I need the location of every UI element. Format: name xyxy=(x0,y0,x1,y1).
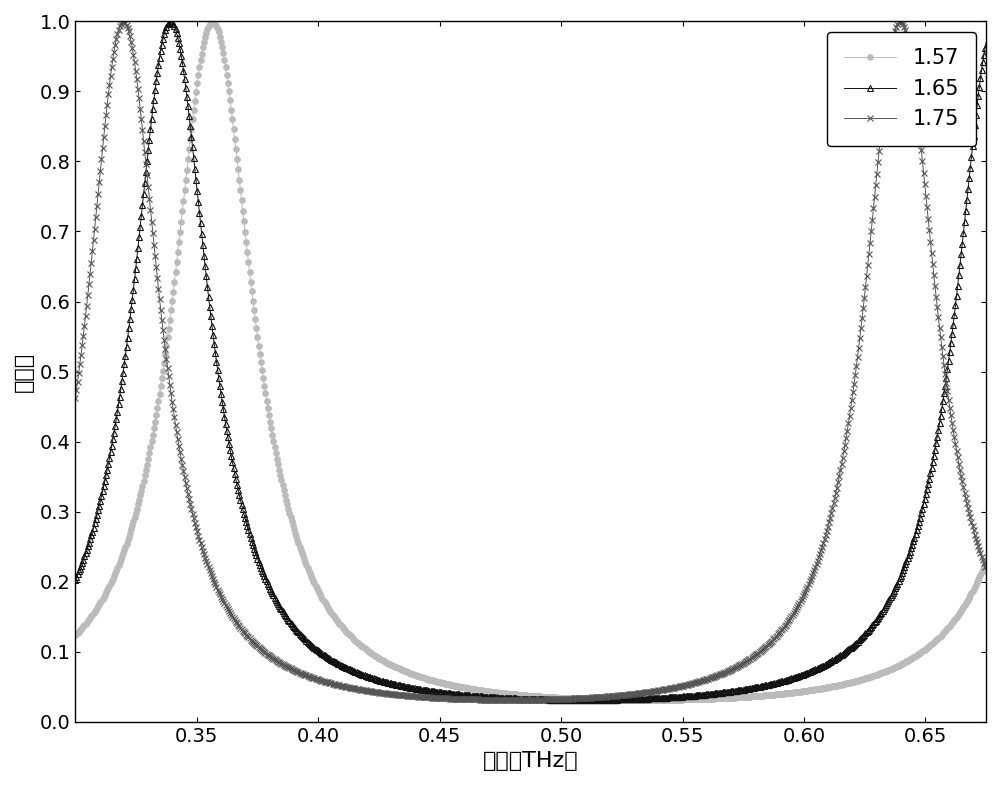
Y-axis label: 透射率: 透射率 xyxy=(14,352,34,392)
1.75 xyxy=(204,568,216,577)
1.57 xyxy=(639,696,651,705)
1.75 xyxy=(69,393,81,403)
1.75 xyxy=(980,564,992,574)
Line: 1.75: 1.75 xyxy=(72,18,990,703)
1.65 xyxy=(305,640,317,649)
1.57 xyxy=(549,692,561,702)
1.65 xyxy=(549,695,561,704)
1.57 xyxy=(980,557,992,566)
X-axis label: 频率（THz）: 频率（THz） xyxy=(483,751,579,771)
1.65 xyxy=(577,696,589,705)
1.75 xyxy=(549,695,561,704)
Line: 1.57: 1.57 xyxy=(73,19,989,703)
1.75 xyxy=(623,690,635,699)
1.65 xyxy=(117,367,129,377)
1.65 xyxy=(980,38,992,47)
1.57 xyxy=(623,695,635,704)
1.65 xyxy=(536,695,548,704)
1.57 xyxy=(117,549,129,558)
1.65 xyxy=(165,16,177,26)
1.57 xyxy=(69,630,81,640)
1.57 xyxy=(305,571,317,581)
1.57 xyxy=(204,18,216,27)
1.75 xyxy=(536,695,548,704)
1.75 xyxy=(305,673,317,682)
Line: 1.65: 1.65 xyxy=(72,18,990,703)
Legend: 1.57, 1.65, 1.75: 1.57, 1.65, 1.75 xyxy=(827,32,976,146)
1.65 xyxy=(623,695,635,704)
1.75 xyxy=(117,16,129,26)
1.75 xyxy=(894,16,906,26)
1.75 xyxy=(506,696,518,705)
1.57 xyxy=(536,692,548,701)
1.65 xyxy=(204,309,216,319)
1.57 xyxy=(207,16,219,26)
1.65 xyxy=(69,575,81,584)
